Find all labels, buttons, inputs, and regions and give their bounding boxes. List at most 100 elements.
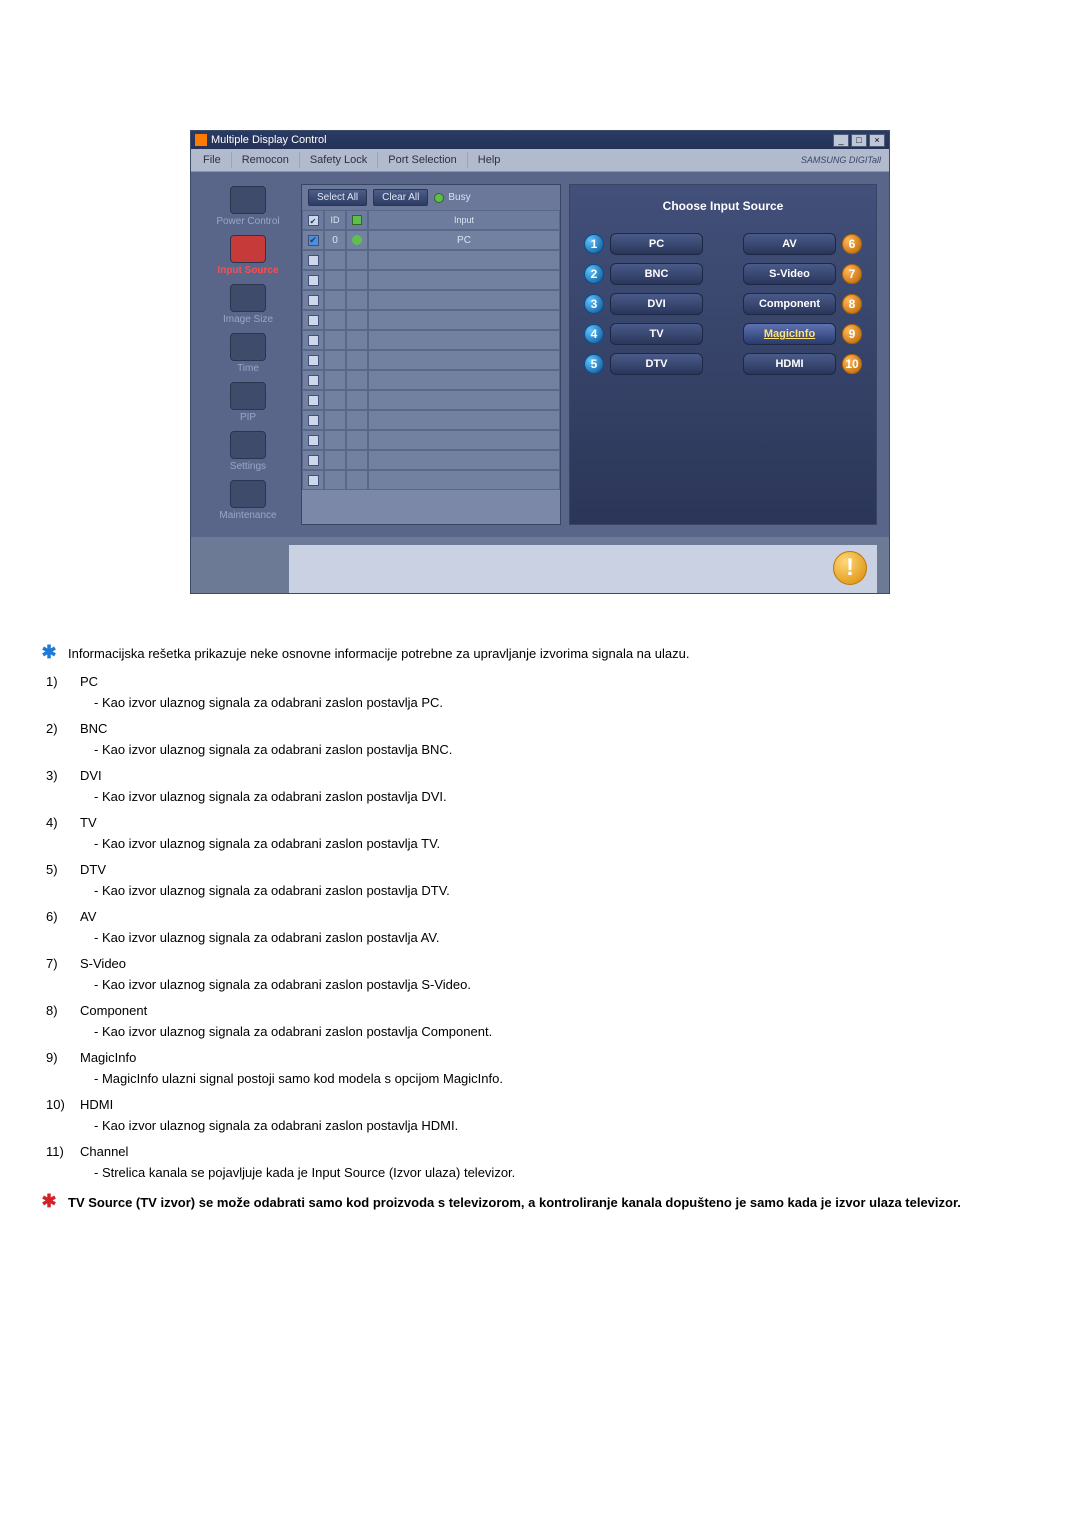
row-input (368, 310, 560, 330)
list-head: PC (80, 672, 1040, 692)
grid-row[interactable] (302, 370, 560, 390)
row-checkbox[interactable] (308, 235, 319, 246)
menu-item[interactable]: Remocon (232, 152, 300, 168)
row-input (368, 430, 560, 450)
list-number: 4) (46, 813, 72, 854)
row-id (324, 390, 346, 410)
header-checkbox-icon[interactable] (308, 215, 319, 226)
nav-icon (230, 382, 266, 410)
list-sub: - Kao izvor ulaznog signala za odabrani … (94, 787, 1040, 807)
source-button[interactable]: HDMI (743, 353, 836, 375)
document-body: ✱ Informacijska rešetka prikazuje neke o… (40, 644, 1040, 1212)
source-button[interactable]: DTV (610, 353, 703, 375)
window-title: Multiple Display Control (211, 134, 327, 146)
maximize-button[interactable]: □ (851, 134, 867, 147)
menu-item[interactable]: Help (468, 152, 511, 168)
row-input: PC (368, 230, 560, 250)
grid-row[interactable] (302, 350, 560, 370)
grid-row[interactable] (302, 390, 560, 410)
row-checkbox[interactable] (308, 315, 319, 326)
nav-item[interactable]: Power Control (203, 184, 293, 231)
list-item: 3)DVI- Kao izvor ulaznog signala za odab… (46, 766, 1040, 807)
source-button[interactable]: BNC (610, 263, 703, 285)
row-checkbox[interactable] (308, 295, 319, 306)
source-button[interactable]: MagicInfo (743, 323, 836, 345)
app-window: Multiple Display Control _ □ × FileRemoc… (190, 130, 890, 594)
source-number-badge: 9 (842, 324, 862, 344)
menu-item[interactable]: File (193, 152, 232, 168)
row-checkbox[interactable] (308, 395, 319, 406)
grid-row[interactable] (302, 330, 560, 350)
grid-row[interactable] (302, 470, 560, 490)
nav-icon (230, 284, 266, 312)
menu-item[interactable]: Port Selection (378, 152, 467, 168)
nav-item[interactable]: PIP (203, 380, 293, 427)
select-all-button[interactable]: Select All (308, 189, 367, 206)
close-button[interactable]: × (869, 134, 885, 147)
row-input (368, 470, 560, 490)
list-number: 2) (46, 719, 72, 760)
list-head: Component (80, 1001, 1040, 1021)
row-checkbox[interactable] (308, 375, 319, 386)
nav-item[interactable]: Maintenance (203, 478, 293, 525)
nav-item[interactable]: Image Size (203, 282, 293, 329)
nav-item[interactable]: Settings (203, 429, 293, 476)
nav-label: Input Source (217, 265, 278, 276)
nav-label: Settings (230, 461, 266, 472)
row-checkbox[interactable] (308, 335, 319, 346)
list-item: 7)S-Video- Kao izvor ulaznog signala za … (46, 954, 1040, 995)
row-input (368, 270, 560, 290)
grid-row[interactable] (302, 290, 560, 310)
list-number: 1) (46, 672, 72, 713)
grid-row[interactable] (302, 310, 560, 330)
source-item: 3 DVI (584, 293, 703, 315)
source-button[interactable]: Component (743, 293, 836, 315)
source-item: 2BNC (584, 263, 703, 285)
row-checkbox[interactable] (308, 435, 319, 446)
source-button[interactable]: DVI (610, 293, 703, 315)
source-item: 4TV (584, 323, 703, 345)
note-text: TV Source (TV izvor) se može odabrati sa… (68, 1193, 1040, 1213)
app-icon (195, 134, 207, 146)
source-button[interactable]: AV (743, 233, 836, 255)
busy-indicator: Busy (434, 192, 470, 203)
row-checkbox[interactable] (308, 255, 319, 266)
nav-icon (230, 480, 266, 508)
nav-item[interactable]: Input Source (203, 233, 293, 280)
grid-row[interactable] (302, 250, 560, 270)
minimize-button[interactable]: _ (833, 134, 849, 147)
source-button[interactable]: PC (610, 233, 703, 255)
menu-item[interactable]: Safety Lock (300, 152, 378, 168)
row-id: 0 (324, 230, 346, 250)
row-checkbox[interactable] (308, 415, 319, 426)
grid-row[interactable] (302, 270, 560, 290)
clear-all-button[interactable]: Clear All (373, 189, 428, 206)
grid-row[interactable]: 0 PC (302, 230, 560, 250)
row-checkbox[interactable] (308, 355, 319, 366)
list-sub: - MagicInfo ulazni signal postoji samo k… (94, 1069, 1040, 1089)
grid-row[interactable] (302, 450, 560, 470)
display-grid-panel: Select All Clear All Busy ID Input 0PC (301, 184, 561, 525)
source-number-badge: 3 (584, 294, 604, 314)
busy-dot-icon (434, 193, 444, 203)
star-icon: ✱ (40, 644, 58, 664)
nav-item[interactable]: Time (203, 331, 293, 378)
list-sub: - Kao izvor ulaznog signala za odabrani … (94, 975, 1040, 995)
list-item: 10)HDMI- Kao izvor ulaznog signala za od… (46, 1095, 1040, 1136)
source-button[interactable]: S-Video (743, 263, 836, 285)
row-id (324, 430, 346, 450)
row-input (368, 450, 560, 470)
grid-row[interactable] (302, 430, 560, 450)
row-checkbox[interactable] (308, 455, 319, 466)
header-status-icon (352, 215, 362, 225)
row-checkbox[interactable] (308, 275, 319, 286)
nav-icon (230, 235, 266, 263)
list-sub: - Kao izvor ulaznog signala za odabrani … (94, 881, 1040, 901)
row-input (368, 290, 560, 310)
grid-row[interactable] (302, 410, 560, 430)
list-head: Channel (80, 1142, 1040, 1162)
source-number-badge: 5 (584, 354, 604, 374)
source-button[interactable]: TV (610, 323, 703, 345)
row-input (368, 390, 560, 410)
row-checkbox[interactable] (308, 475, 319, 486)
